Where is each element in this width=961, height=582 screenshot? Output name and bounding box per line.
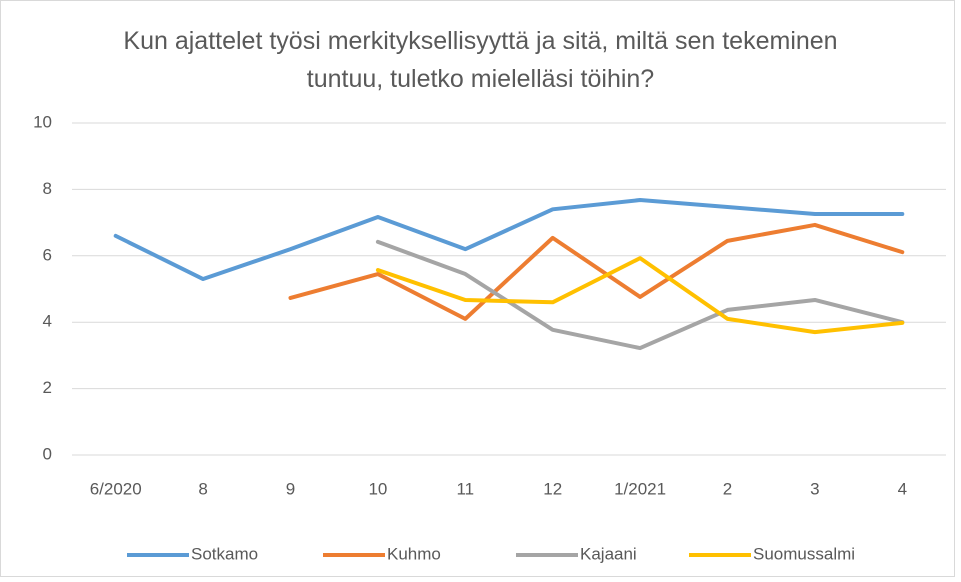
legend-label: Suomussalmi [753, 544, 855, 563]
x-tick-label: 6/2020 [90, 479, 142, 498]
x-tick-label: 12 [543, 479, 562, 498]
legend-label: Kuhmo [387, 544, 441, 563]
legend-label: Sotkamo [191, 544, 258, 563]
y-tick-label: 2 [43, 378, 52, 397]
series-line [375, 239, 905, 351]
x-tick-label: 2 [723, 479, 732, 498]
y-tick-label: 4 [43, 312, 52, 331]
x-tick-label: 8 [198, 479, 207, 498]
legend-label: Kajaani [580, 544, 637, 563]
x-tick-label: 9 [286, 479, 295, 498]
y-tick-label: 8 [43, 179, 52, 198]
x-tick-label: 1/2021 [614, 479, 666, 498]
x-tick-label: 11 [456, 479, 474, 498]
y-tick-label: 0 [43, 444, 52, 463]
x-tick-label: 4 [898, 479, 907, 498]
x-tick-label: 3 [810, 479, 819, 498]
x-tick-label: 10 [368, 479, 387, 498]
series-line [375, 256, 905, 335]
y-tick-label: 6 [43, 245, 52, 264]
series-line [113, 198, 905, 282]
series-line [288, 222, 905, 321]
y-tick-label: 10 [33, 112, 52, 131]
chart-title: Kun ajattelet työsi merkityksellisyyttä … [123, 27, 838, 93]
